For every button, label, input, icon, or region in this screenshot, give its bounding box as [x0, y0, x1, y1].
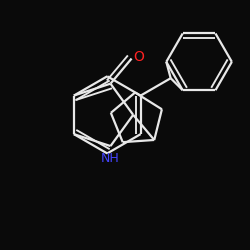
Text: NH: NH	[101, 152, 120, 165]
Text: O: O	[133, 50, 144, 64]
